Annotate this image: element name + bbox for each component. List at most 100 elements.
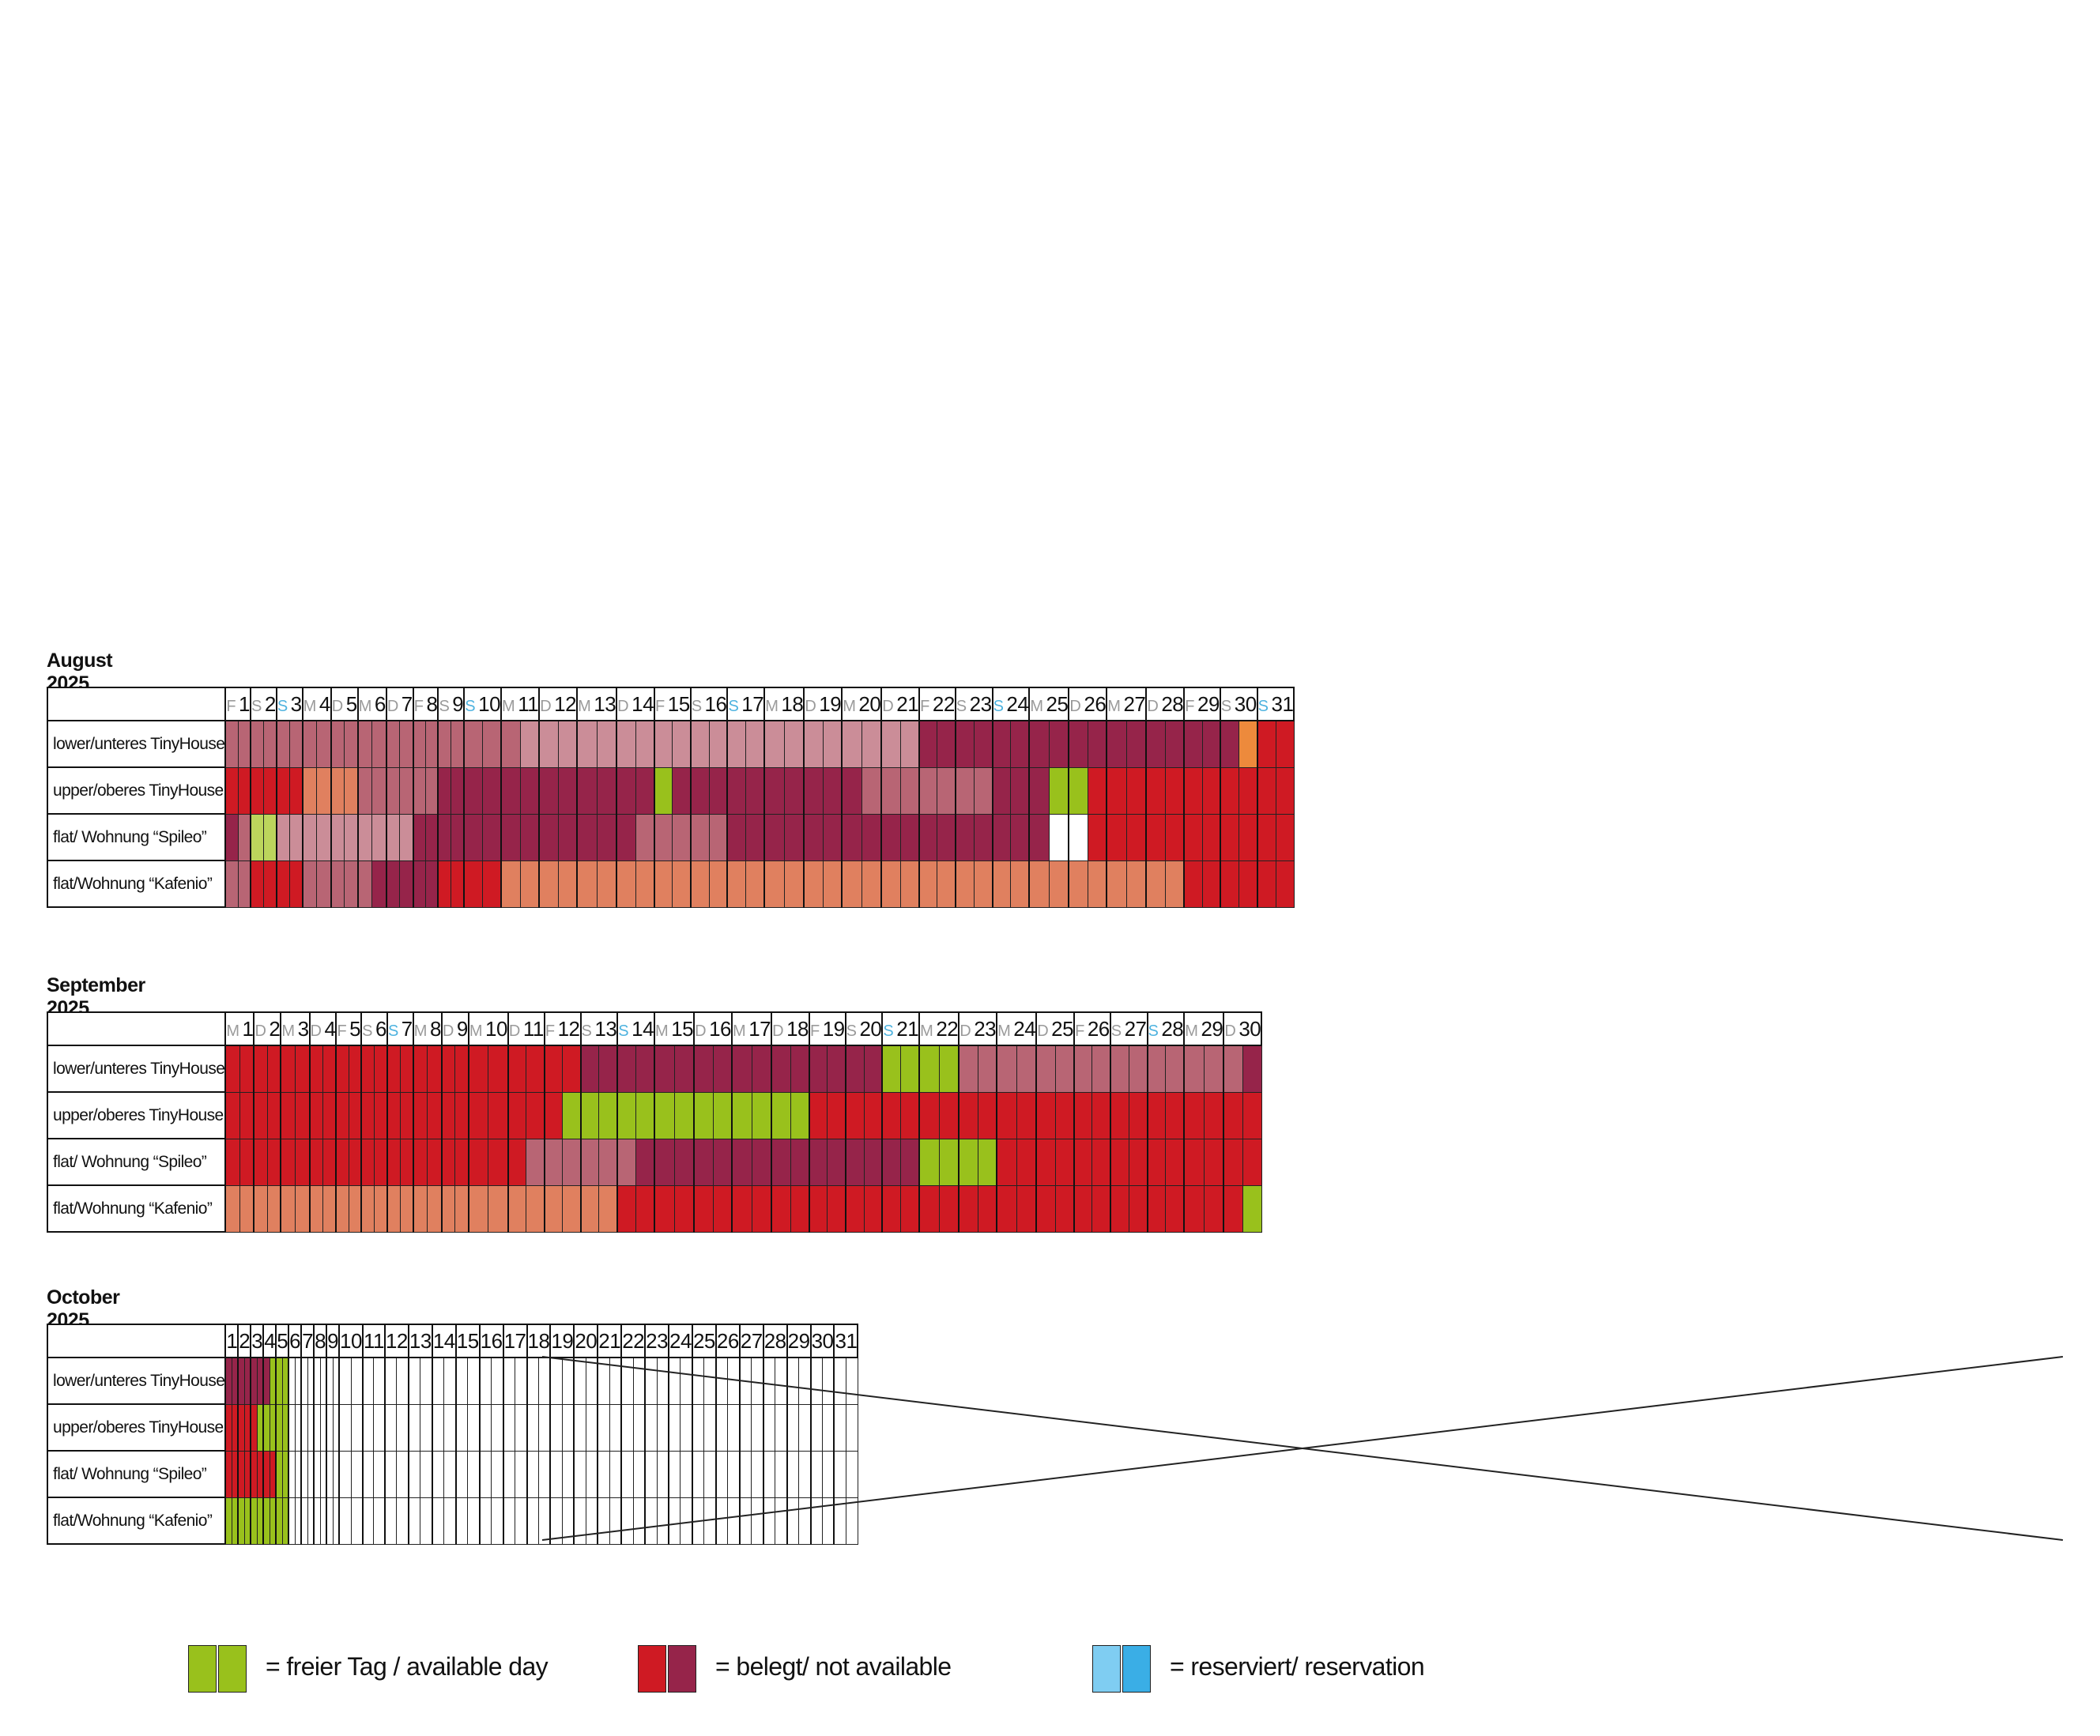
day-cell bbox=[973, 766, 993, 815]
weekday-label: F bbox=[413, 697, 424, 715]
legend-swatch bbox=[218, 1645, 247, 1693]
day-cell bbox=[771, 1138, 791, 1186]
day-header: 7 bbox=[300, 1324, 315, 1358]
day-cell bbox=[262, 1497, 270, 1545]
day-cell bbox=[899, 813, 920, 861]
day-cell bbox=[396, 1497, 409, 1545]
day-cell bbox=[918, 860, 938, 908]
day-cell bbox=[561, 1403, 575, 1452]
day-cell bbox=[231, 1450, 239, 1498]
day-cell bbox=[288, 860, 304, 908]
day-cell bbox=[335, 1091, 349, 1139]
weekday-label: S bbox=[1110, 1022, 1122, 1040]
day-number: 19 bbox=[819, 691, 842, 716]
legend-swatch bbox=[1122, 1645, 1151, 1693]
day-cell bbox=[1048, 860, 1069, 908]
day-cell bbox=[798, 1497, 812, 1545]
weekday-label: F bbox=[545, 1022, 555, 1040]
day-cell bbox=[977, 1138, 997, 1186]
day-cell bbox=[482, 860, 502, 908]
day-cell bbox=[454, 1497, 469, 1545]
day-cell bbox=[977, 1091, 997, 1139]
day-cell bbox=[526, 1403, 539, 1452]
day-cell bbox=[596, 766, 617, 815]
day-cell bbox=[635, 860, 655, 908]
day-cell bbox=[973, 813, 993, 861]
day-number: 1 bbox=[239, 691, 251, 716]
day-cell bbox=[507, 1138, 527, 1186]
weekday-label: M bbox=[469, 1022, 483, 1040]
day-cell bbox=[373, 1403, 386, 1452]
day-cell bbox=[313, 1450, 321, 1498]
day-cell bbox=[576, 720, 598, 768]
day-cell bbox=[808, 1091, 828, 1139]
day-cell bbox=[1203, 1138, 1224, 1186]
day-cell bbox=[399, 1091, 414, 1139]
day-cell bbox=[958, 1045, 978, 1093]
day-header: M 25 bbox=[1028, 687, 1070, 721]
day-cell bbox=[1238, 813, 1258, 861]
day-number: 28 bbox=[763, 1328, 786, 1353]
day-cell bbox=[330, 860, 345, 908]
day-header: D 30 bbox=[1223, 1011, 1263, 1046]
day-cell bbox=[420, 1403, 433, 1452]
day-cell bbox=[654, 766, 673, 815]
weekday-label: D bbox=[1224, 1022, 1236, 1040]
day-cell bbox=[827, 1045, 846, 1093]
day-cell bbox=[549, 1497, 563, 1545]
day-cell bbox=[562, 1045, 582, 1093]
day-cell bbox=[1183, 720, 1203, 768]
day-number: 28 bbox=[1161, 691, 1184, 716]
day-cell bbox=[280, 1045, 296, 1093]
day-cell bbox=[751, 1450, 764, 1498]
day-cell bbox=[1128, 1184, 1148, 1233]
day-cell bbox=[703, 1497, 717, 1545]
day-cell bbox=[1028, 860, 1050, 908]
day-number: 15 bbox=[456, 1328, 479, 1353]
weekday-label: F bbox=[1075, 1022, 1084, 1040]
day-cell bbox=[431, 1403, 445, 1452]
day-number: 5 bbox=[277, 1328, 288, 1353]
day-cell bbox=[407, 1450, 421, 1498]
day-cell bbox=[1073, 1091, 1093, 1139]
day-cell bbox=[467, 1450, 481, 1498]
day-cell bbox=[519, 720, 540, 768]
day-cell bbox=[507, 1045, 527, 1093]
day-cell bbox=[224, 813, 239, 861]
weekday-label: D bbox=[331, 697, 343, 715]
day-header: 19 bbox=[549, 1324, 575, 1358]
day-cell bbox=[689, 766, 710, 815]
day-cell bbox=[515, 1450, 527, 1498]
day-cell bbox=[361, 1497, 375, 1545]
day-cell bbox=[239, 1045, 254, 1093]
day-cell bbox=[1128, 1091, 1148, 1139]
day-cell bbox=[863, 1138, 883, 1186]
day-cell bbox=[579, 1138, 600, 1186]
day-cell bbox=[703, 1403, 717, 1452]
day-cell bbox=[344, 766, 359, 815]
room-row: flat/Wohnung “Kafenio” bbox=[46, 1497, 858, 1545]
day-cell bbox=[727, 1497, 741, 1545]
day-number: 12 bbox=[554, 691, 577, 716]
day-cell bbox=[731, 1091, 752, 1139]
room-name: lower/unteres TinyHouse bbox=[46, 720, 227, 768]
day-cell bbox=[288, 766, 304, 815]
day-cell bbox=[771, 1045, 791, 1093]
day-cell bbox=[451, 720, 465, 768]
day-cell bbox=[841, 720, 862, 768]
day-cell bbox=[407, 1497, 421, 1545]
day-cell bbox=[808, 1184, 828, 1233]
day-cell bbox=[644, 1497, 658, 1545]
day-number: 23 bbox=[646, 1328, 669, 1353]
legend-swatch bbox=[188, 1645, 217, 1693]
day-number: 26 bbox=[716, 1328, 739, 1353]
day-cell bbox=[280, 1138, 296, 1186]
day-cell bbox=[526, 1138, 545, 1186]
day-cell bbox=[491, 1497, 504, 1545]
day-cell bbox=[880, 720, 901, 768]
day-cell bbox=[562, 1138, 582, 1186]
day-cell bbox=[693, 1184, 714, 1233]
day-cell bbox=[425, 813, 439, 861]
